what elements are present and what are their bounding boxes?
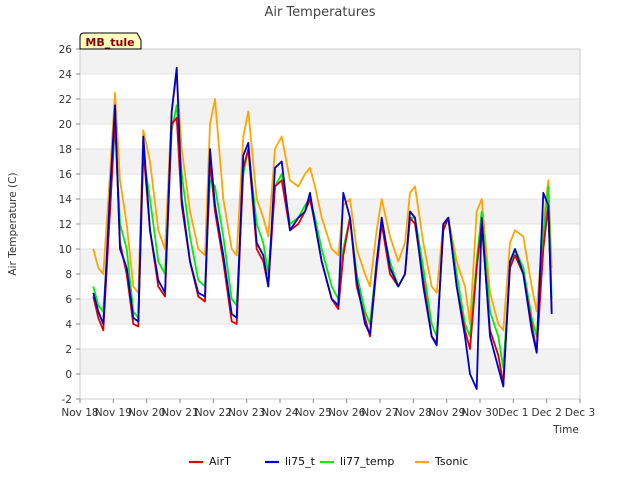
x-tick-label: Nov 18 xyxy=(61,407,98,419)
x-axis-label: Time xyxy=(552,424,579,436)
grid-band xyxy=(80,199,580,224)
y-tick-label: 2 xyxy=(65,344,72,356)
series-lines xyxy=(92,66,553,390)
y-tick-label: 14 xyxy=(59,194,73,206)
y-tick-label: -2 xyxy=(62,394,72,406)
legend-label: Tsonic xyxy=(434,455,468,468)
x-tick-label: Nov 22 xyxy=(195,407,232,419)
chart-title: Air Temperatures xyxy=(264,5,375,20)
legend-item-airt: AirT xyxy=(189,455,231,468)
y-tick-label: 16 xyxy=(59,169,73,181)
y-tick-label: 12 xyxy=(59,219,72,231)
x-tick-label: Nov 23 xyxy=(228,407,265,419)
y-tick-label: 18 xyxy=(59,144,72,156)
x-tick-label: Nov 27 xyxy=(361,407,398,419)
x-tick-label: Nov 30 xyxy=(461,407,498,419)
y-tick-label: 6 xyxy=(65,294,72,306)
series-line-tsonic xyxy=(92,73,553,332)
y-tick-label: 4 xyxy=(65,319,72,331)
x-tick-label: Nov 26 xyxy=(328,407,366,419)
grid-band xyxy=(80,149,580,174)
x-tick-label: Nov 25 xyxy=(295,407,332,419)
x-tick-label: Dec 3 xyxy=(565,407,595,419)
x-tick-label: Nov 19 xyxy=(95,407,132,419)
y-tick-label: 22 xyxy=(59,94,72,106)
grid-band xyxy=(80,49,580,74)
legend-item-li77_temp: li77_temp xyxy=(320,455,394,468)
y-axis-label: Air Temperature (C) xyxy=(7,172,19,275)
station-label: MB_tule xyxy=(85,36,134,49)
x-tick-label: Nov 29 xyxy=(428,407,465,419)
y-tick-label: 20 xyxy=(59,119,72,131)
grid-band xyxy=(80,99,580,124)
y-tick-label: 24 xyxy=(59,69,73,81)
legend-label: li77_temp xyxy=(340,455,394,468)
x-tick-label: Dec 2 xyxy=(531,407,561,419)
x-tick-label: Dec 1 xyxy=(498,407,528,419)
x-tick-label: Nov 24 xyxy=(261,407,299,419)
y-tick-label: 0 xyxy=(65,369,72,381)
legend: AirT li75_t li77_temp Tsonic xyxy=(189,455,468,468)
grid-bands xyxy=(80,49,580,375)
legend-label: AirT xyxy=(209,455,231,468)
legend-item-tsonic: Tsonic xyxy=(415,455,468,468)
x-tick-label: Nov 20 xyxy=(128,407,165,419)
series-line-li75_t xyxy=(92,66,553,390)
x-tick-label: Nov 21 xyxy=(161,407,198,419)
y-tick-label: 10 xyxy=(59,244,72,256)
legend-label: li75_t xyxy=(285,455,316,468)
station-badge-box xyxy=(79,32,142,50)
station-badge: MB_tule xyxy=(79,32,142,50)
y-tick-label: 8 xyxy=(65,269,72,281)
y-tick-label: 26 xyxy=(59,44,73,56)
x-tick-label: Nov 28 xyxy=(395,407,432,419)
legend-item-li75_t: li75_t xyxy=(265,455,316,468)
